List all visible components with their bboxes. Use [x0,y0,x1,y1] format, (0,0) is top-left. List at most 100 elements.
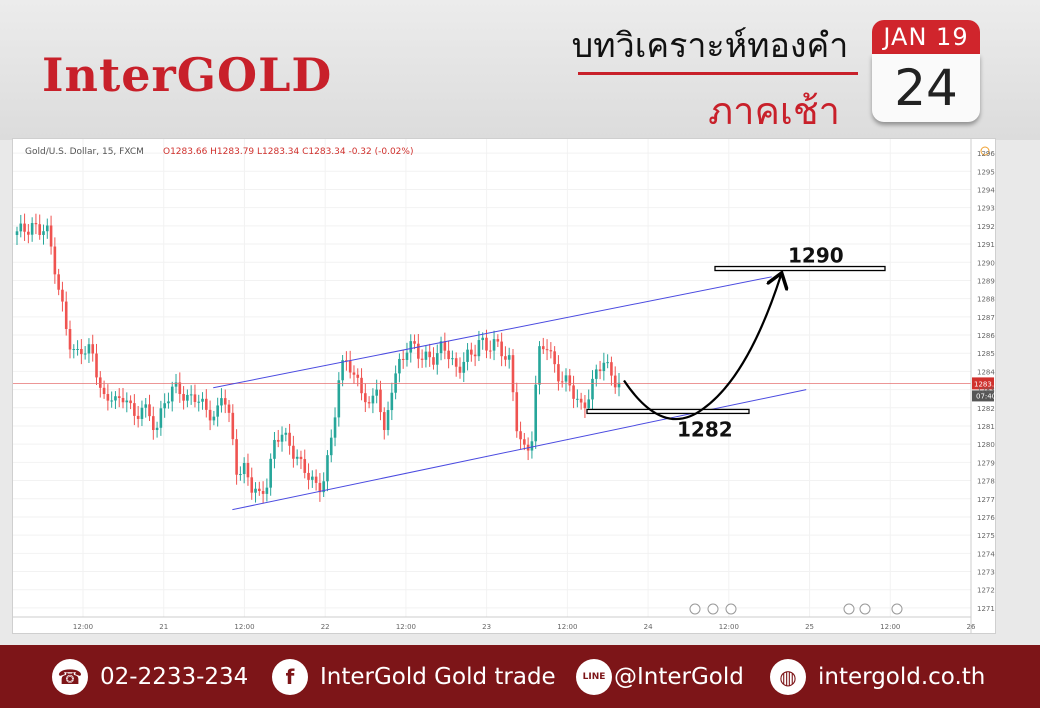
candle-body [61,289,64,302]
candle-body [610,362,613,376]
footer-line[interactable]: LINE @InterGold [576,645,744,708]
candle-body [239,474,242,476]
event-icon [725,603,737,615]
candle-body [443,341,447,351]
candle-body [140,407,144,419]
candle-body [530,441,534,451]
candle-body [76,348,79,350]
x-tick-label: 12:00 [880,623,900,631]
candle-body [549,350,553,352]
candle-body [57,274,60,290]
footer-facebook[interactable]: f InterGold Gold trade [272,645,556,708]
candle-body [594,369,598,379]
x-tick-label: 21 [159,623,168,631]
candle-body [386,410,390,431]
y-tick-label: 1275.00 [977,532,995,540]
level-1282-label: 1282 [677,417,733,441]
candle-body [136,415,140,419]
candle-body [178,382,182,394]
candle-body [19,223,23,232]
candle-body [307,472,310,480]
event-icon [859,603,871,615]
candle-body [534,384,538,442]
candle-body [27,231,30,235]
candle-body [538,346,541,385]
candle-body [439,341,443,354]
price-tag-box [972,377,994,390]
candle-body [496,339,500,342]
candle-body [250,477,254,493]
candle-body [348,360,352,373]
y-tick-label: 1296.00 [977,150,995,158]
candle-body [602,362,606,372]
candle-body [504,356,507,360]
y-tick-label: 1289.00 [977,277,995,285]
candle-body [212,416,216,421]
candle-body [258,488,261,492]
candle-body [133,403,136,416]
candle-body [265,487,269,494]
candle-body [568,375,572,386]
facebook-icon: f [272,658,308,695]
candle-body [98,377,102,388]
footer-phone[interactable]: ☎ 02-2233-234 [52,645,248,708]
y-tick-label: 1276.00 [977,514,995,522]
candle-body [110,400,113,402]
candle-body [216,405,219,417]
candle-body [91,344,95,354]
candle-body [560,381,564,383]
candle-body [428,351,431,358]
candle-body [523,439,526,445]
candle-body [95,353,98,378]
footer-website[interactable]: ◍ intergold.co.th [770,645,985,708]
candle-body [303,459,307,473]
title-underline [578,72,858,75]
candle-body [541,346,545,350]
candle-body [545,349,549,351]
phone-number: 02-2233-234 [100,663,249,690]
candle-body [413,341,416,344]
candle-body [205,398,208,410]
ohlc-readout: O1283.66 H1283.79 L1283.34 C1283.34 -0.3… [163,147,413,157]
y-tick-label: 1291.00 [977,241,995,249]
overlays: 1283.34 07:40 1290 1282 [13,146,995,615]
x-tick-label: 12:00 [396,623,416,631]
candle-body [500,341,503,357]
candle-body [72,349,76,351]
candle-body [557,364,560,382]
candle-body [246,462,250,478]
y-tick-label: 1292.00 [977,223,995,231]
candle-body [155,427,159,431]
candle-body [208,409,212,421]
candle-body [519,431,522,440]
candle-body [606,362,609,364]
brand-logo: InterGOLD [42,48,333,102]
candle-body [186,394,189,401]
candle-body [114,396,117,401]
candle-body [45,225,49,232]
page-title: บทวิเคราะห์ทองคำ [571,26,849,66]
alert-icon [980,146,990,156]
candle-body [159,408,163,428]
y-tick-label: 1293.00 [977,205,995,213]
candle-body [598,369,602,372]
calendar-icon: JAN 19 24 [872,20,980,124]
y-tick-label: 1288.00 [977,296,995,304]
candle-body [576,398,579,400]
candle-body [269,458,272,488]
candle-body [352,372,356,375]
candle-body [462,361,466,373]
candle-body [417,343,420,359]
page-subtitle: ภาคเช้า [708,89,840,133]
candle-body [80,348,83,355]
candle-body [87,344,91,354]
chart-panel: 1283.34 07:40 1290 1282 1271.00 1272.00 1273.… [12,138,996,634]
y-tick-label: 1271.00 [977,605,995,613]
candle-body [466,349,469,362]
candle-body [507,355,511,360]
y-tick-label: 1273.00 [977,569,995,577]
candle-body [572,385,575,399]
level-1290-label: 1290 [788,244,844,268]
calendar-day: 24 [872,54,980,122]
candle-body [613,375,617,388]
